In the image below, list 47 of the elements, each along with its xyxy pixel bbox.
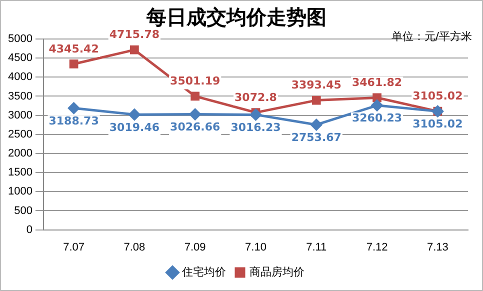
legend-label: 住宅均价 [182, 266, 226, 279]
data-label: 3019.46 [109, 120, 160, 134]
point [69, 60, 78, 68]
x-tick-label: 7.07 [63, 241, 85, 254]
x-tick-label: 7.08 [124, 241, 146, 254]
point [189, 108, 201, 120]
point [250, 108, 262, 120]
data-label: 3393.45 [291, 78, 342, 92]
point [312, 96, 321, 105]
y-tick-label: 2000 [8, 148, 32, 160]
point [190, 92, 200, 101]
data-label: 3072.8 [234, 90, 277, 104]
point [128, 108, 140, 120]
point [68, 102, 80, 114]
x-tick-label: 7.13 [426, 241, 448, 254]
data-label: 3016.23 [230, 121, 281, 134]
y-tick-label: 3000 [8, 109, 32, 122]
x-tick-label: 7.09 [184, 241, 206, 254]
y-tick-label: 4000 [8, 71, 32, 84]
data-label: 2753.67 [291, 131, 342, 144]
y-tick-label: 5000 [8, 33, 32, 46]
x-tick-label: 7.11 [306, 241, 327, 254]
data-label: 3461.82 [352, 76, 402, 90]
y-tick-label: 1500 [8, 166, 32, 179]
y-tick-label: 2500 [8, 128, 32, 140]
data-label: 3188.73 [48, 114, 99, 128]
point [371, 100, 383, 112]
data-label: 4345.42 [48, 42, 99, 56]
data-label: 3260.23 [352, 112, 402, 125]
point [372, 93, 382, 102]
data-label: 3105.02 [412, 90, 463, 103]
data-label: 3501.19 [170, 74, 220, 88]
data-label: 3026.66 [170, 120, 220, 134]
y-tick-label: 3500 [8, 90, 32, 102]
legend-label: 商品房均价 [250, 266, 304, 279]
y-tick-label: 0 [26, 224, 32, 236]
point [130, 45, 139, 54]
data-label: 4715.78 [109, 28, 160, 42]
data-label: 3105.02 [412, 118, 463, 131]
y-tick-label: 1000 [8, 186, 32, 198]
chart-title: 每日成交均价走势图 [146, 5, 326, 30]
y-tick-label: 500 [14, 204, 32, 217]
annotation: 单位：元/平方米 [391, 29, 472, 44]
y-tick-label: 4500 [8, 52, 32, 64]
point [310, 118, 322, 130]
x-tick-label: 7.10 [245, 241, 266, 254]
x-tick-label: 7.12 [366, 241, 388, 254]
